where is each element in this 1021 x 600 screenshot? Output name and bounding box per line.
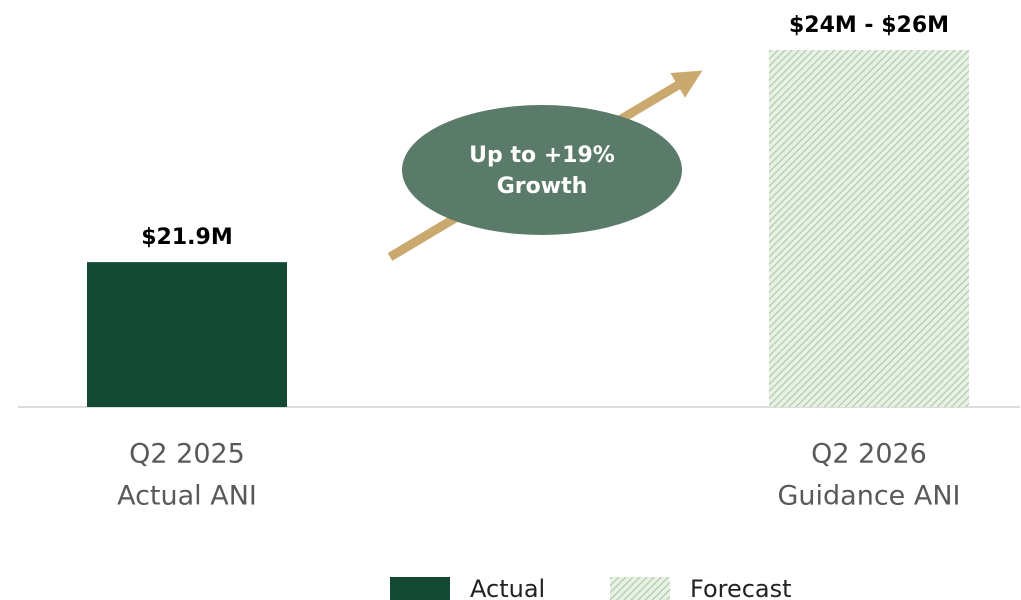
growth-text: Up to +19%: [469, 143, 615, 168]
x-tick-label: Q2 2025: [129, 439, 245, 470]
growth-bubble: [402, 105, 682, 235]
legend-label: Forecast: [690, 575, 792, 600]
growth-text: Growth: [497, 174, 588, 199]
legend-swatch: [390, 577, 450, 600]
data-label: $21.9M: [141, 225, 232, 250]
legend-swatch: [610, 577, 670, 600]
x-tick-label: Actual ANI: [117, 481, 257, 512]
legend-label: Actual: [470, 575, 545, 600]
x-tick-label: Guidance ANI: [777, 481, 960, 512]
bar: [87, 262, 287, 407]
x-tick-label: Q2 2026: [811, 439, 927, 470]
bar: [769, 50, 969, 407]
data-label: $24M - $26M: [789, 13, 949, 38]
